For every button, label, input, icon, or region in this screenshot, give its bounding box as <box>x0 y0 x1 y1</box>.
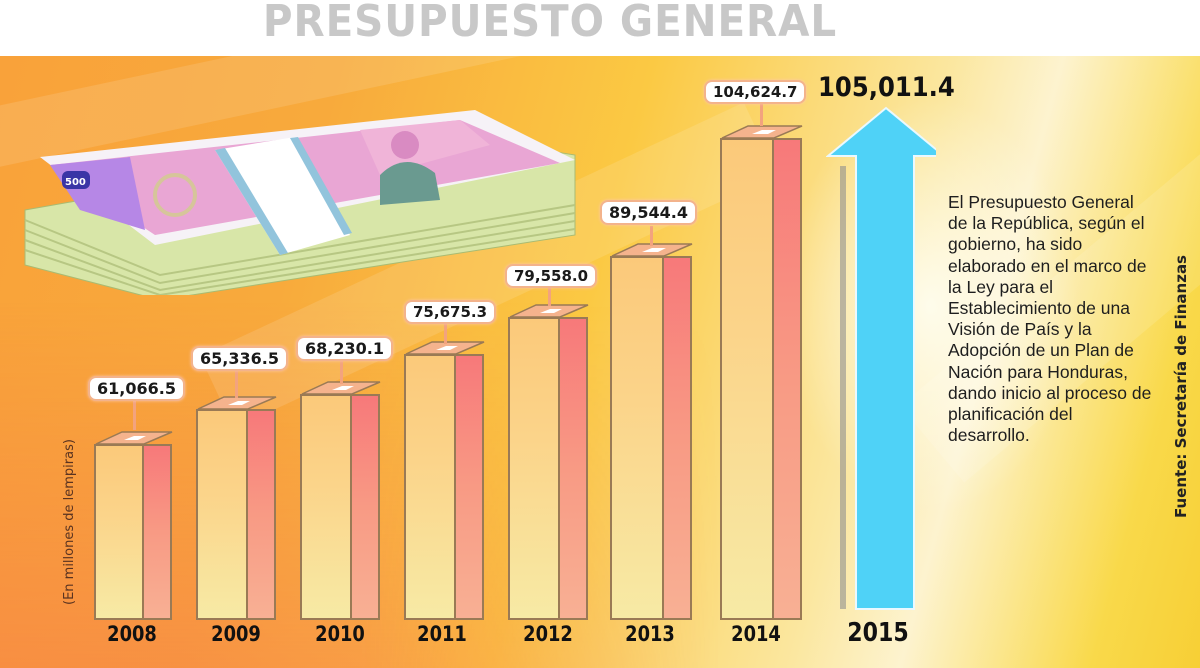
year-label-2015: 2015 <box>847 618 909 648</box>
value-label-2013: 89,544.4 <box>600 200 697 225</box>
value-label-2009: 65,336.5 <box>191 346 288 371</box>
year-label-2008: 2008 <box>107 622 157 646</box>
label-pin <box>548 286 551 306</box>
value-label-2010: 68,230.1 <box>296 336 393 361</box>
value-label-2012: 79,558.0 <box>505 264 598 288</box>
label-pin <box>340 360 343 384</box>
bar-2011 <box>404 340 485 620</box>
projection-value-2015: 105,011.4 <box>818 72 955 103</box>
y-axis-label: (En millones de lempiras) <box>62 439 77 605</box>
value-label-2008: 61,066.5 <box>88 376 185 401</box>
chart-title: PRESUPUESTO GENERAL <box>262 0 838 47</box>
bar-2012 <box>508 303 589 620</box>
year-label-2011: 2011 <box>417 622 467 646</box>
title-bar: PRESUPUESTO GENERAL <box>0 0 1200 56</box>
value-label-2011: 75,675.3 <box>404 300 497 324</box>
year-label-2010: 2010 <box>315 622 365 646</box>
year-label-2012: 2012 <box>523 622 573 646</box>
bar-2013 <box>610 242 693 620</box>
money-stack-illustration: 500 <box>24 110 576 295</box>
year-label-2013: 2013 <box>625 622 675 646</box>
bar-2010 <box>300 380 381 620</box>
description-text: El Presupuesto General de la República, … <box>948 192 1152 446</box>
bar-2014 <box>720 124 803 620</box>
label-pin <box>235 370 238 398</box>
bill-denomination: 500 <box>65 177 86 188</box>
year-label-2014: 2014 <box>731 622 781 646</box>
projection-arrow-2015 <box>826 106 936 610</box>
label-pin <box>760 104 763 126</box>
value-label-2014: 104,624.7 <box>704 80 807 104</box>
label-pin <box>650 226 653 246</box>
year-label-2009: 2009 <box>211 622 261 646</box>
bar-2008 <box>94 430 174 620</box>
label-pin <box>444 322 447 344</box>
label-pin <box>133 400 136 430</box>
source-note: Fuente: Secretaría de Finanzas <box>1172 255 1190 518</box>
bar-2009 <box>196 395 277 620</box>
